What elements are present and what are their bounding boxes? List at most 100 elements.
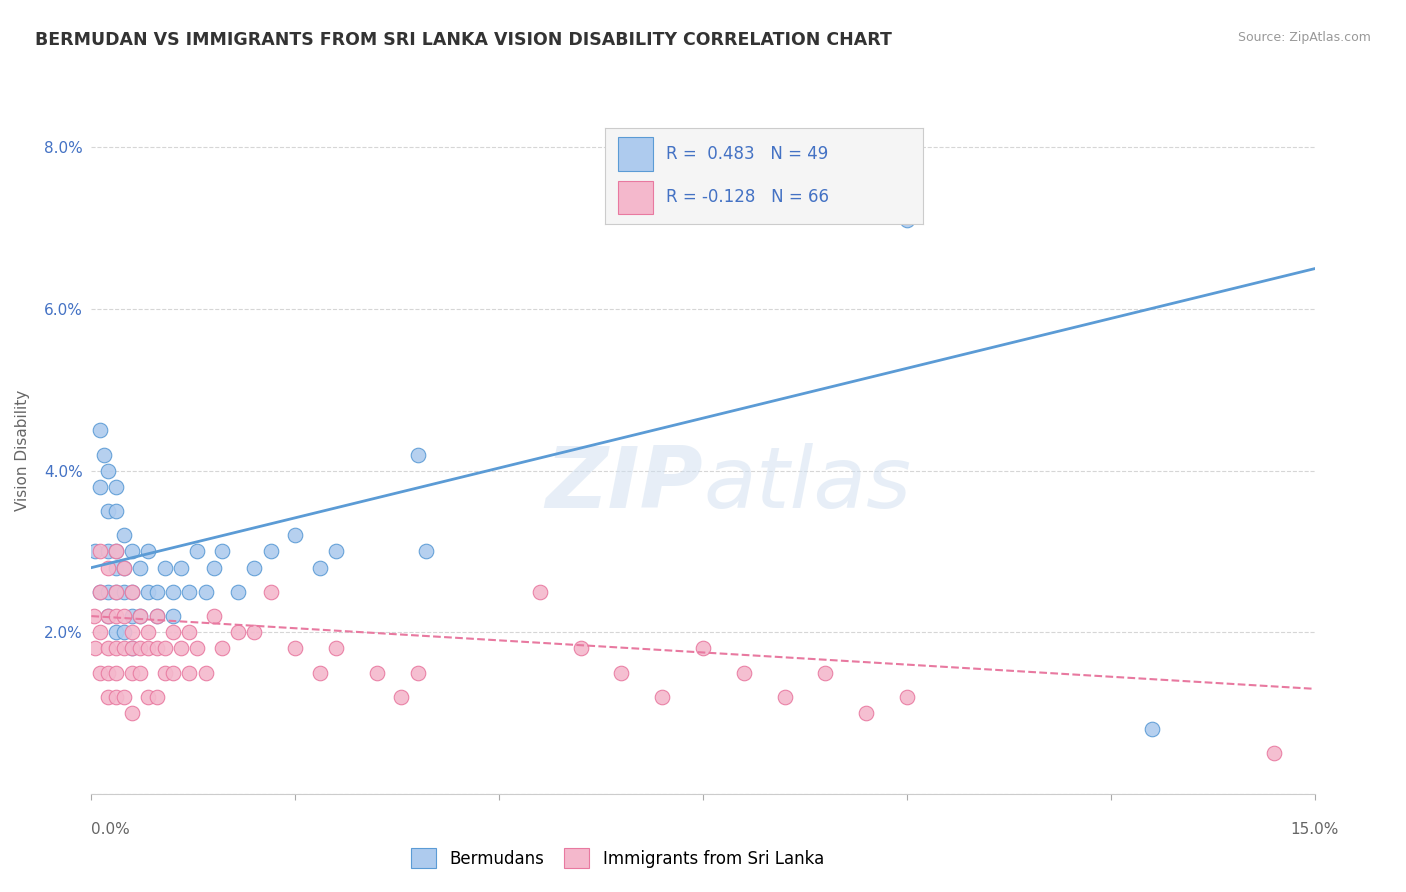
Point bbox=[138, 625, 160, 640]
Point bbox=[129, 609, 152, 624]
Point bbox=[855, 706, 877, 720]
Point bbox=[97, 665, 120, 680]
Point bbox=[186, 544, 208, 558]
Point bbox=[89, 665, 111, 680]
Point bbox=[104, 504, 127, 518]
Point bbox=[97, 641, 120, 656]
Point bbox=[97, 560, 120, 574]
Point bbox=[97, 585, 120, 599]
Point bbox=[129, 609, 152, 624]
Point bbox=[145, 641, 167, 656]
Point bbox=[97, 609, 120, 624]
Point bbox=[243, 560, 266, 574]
FancyBboxPatch shape bbox=[617, 180, 652, 214]
Legend: Bermudans, Immigrants from Sri Lanka: Bermudans, Immigrants from Sri Lanka bbox=[405, 841, 831, 875]
Point bbox=[896, 690, 918, 704]
Point bbox=[145, 585, 167, 599]
Point bbox=[104, 690, 127, 704]
Point bbox=[121, 641, 143, 656]
Point bbox=[194, 585, 217, 599]
Point bbox=[1140, 723, 1163, 737]
Point bbox=[202, 560, 225, 574]
Point bbox=[308, 665, 330, 680]
Point bbox=[406, 448, 429, 462]
Point bbox=[121, 585, 143, 599]
Point bbox=[83, 609, 105, 624]
Point bbox=[97, 690, 120, 704]
Point bbox=[104, 544, 127, 558]
Point bbox=[104, 665, 127, 680]
Text: ZIP: ZIP bbox=[546, 443, 703, 526]
Point bbox=[138, 641, 160, 656]
Point bbox=[153, 665, 176, 680]
Point bbox=[415, 544, 437, 558]
Point bbox=[121, 585, 143, 599]
Point bbox=[97, 544, 120, 558]
Point bbox=[153, 641, 176, 656]
Point bbox=[179, 585, 201, 599]
Point bbox=[89, 625, 111, 640]
Point bbox=[104, 641, 127, 656]
Text: BERMUDAN VS IMMIGRANTS FROM SRI LANKA VISION DISABILITY CORRELATION CHART: BERMUDAN VS IMMIGRANTS FROM SRI LANKA VI… bbox=[35, 31, 891, 49]
Text: Source: ZipAtlas.com: Source: ZipAtlas.com bbox=[1237, 31, 1371, 45]
Point bbox=[325, 544, 347, 558]
Point bbox=[170, 560, 193, 574]
Point bbox=[89, 544, 111, 558]
Point bbox=[406, 665, 429, 680]
Point bbox=[138, 690, 160, 704]
Point bbox=[138, 585, 160, 599]
Point bbox=[112, 641, 135, 656]
Point bbox=[162, 625, 184, 640]
Point bbox=[129, 560, 152, 574]
Point bbox=[112, 585, 135, 599]
Point bbox=[284, 641, 307, 656]
Point bbox=[145, 609, 167, 624]
Point bbox=[129, 665, 152, 680]
Point bbox=[692, 641, 714, 656]
Point bbox=[211, 544, 233, 558]
Point bbox=[112, 528, 135, 542]
Point bbox=[112, 560, 135, 574]
Point bbox=[112, 609, 135, 624]
Point bbox=[104, 625, 127, 640]
Point bbox=[121, 641, 143, 656]
Point bbox=[84, 641, 107, 656]
Text: R =  0.483   N = 49: R = 0.483 N = 49 bbox=[665, 145, 828, 163]
Point bbox=[121, 625, 143, 640]
Point bbox=[529, 585, 551, 599]
Point bbox=[138, 544, 160, 558]
FancyBboxPatch shape bbox=[617, 137, 652, 171]
Point bbox=[89, 585, 111, 599]
Text: 0.0%: 0.0% bbox=[91, 822, 131, 837]
Y-axis label: Vision Disability: Vision Disability bbox=[15, 390, 31, 511]
Point bbox=[226, 625, 249, 640]
Point bbox=[260, 585, 283, 599]
Point bbox=[153, 560, 176, 574]
Point bbox=[104, 480, 127, 494]
Point bbox=[308, 560, 330, 574]
Point bbox=[179, 625, 201, 640]
Point bbox=[325, 641, 347, 656]
Point bbox=[569, 641, 592, 656]
Point bbox=[89, 585, 111, 599]
Point bbox=[610, 665, 633, 680]
Point bbox=[112, 625, 135, 640]
Point bbox=[93, 448, 115, 462]
Point bbox=[129, 641, 152, 656]
Point bbox=[89, 480, 111, 494]
Point bbox=[162, 609, 184, 624]
Point bbox=[112, 560, 135, 574]
Point bbox=[145, 609, 167, 624]
Point bbox=[896, 213, 918, 227]
Point bbox=[226, 585, 249, 599]
Point bbox=[733, 665, 755, 680]
Point bbox=[814, 665, 837, 680]
Point bbox=[284, 528, 307, 542]
Point bbox=[194, 665, 217, 680]
Point bbox=[104, 585, 127, 599]
Point bbox=[186, 641, 208, 656]
Point bbox=[162, 585, 184, 599]
Point bbox=[112, 690, 135, 704]
Point bbox=[202, 609, 225, 624]
Point bbox=[104, 585, 127, 599]
